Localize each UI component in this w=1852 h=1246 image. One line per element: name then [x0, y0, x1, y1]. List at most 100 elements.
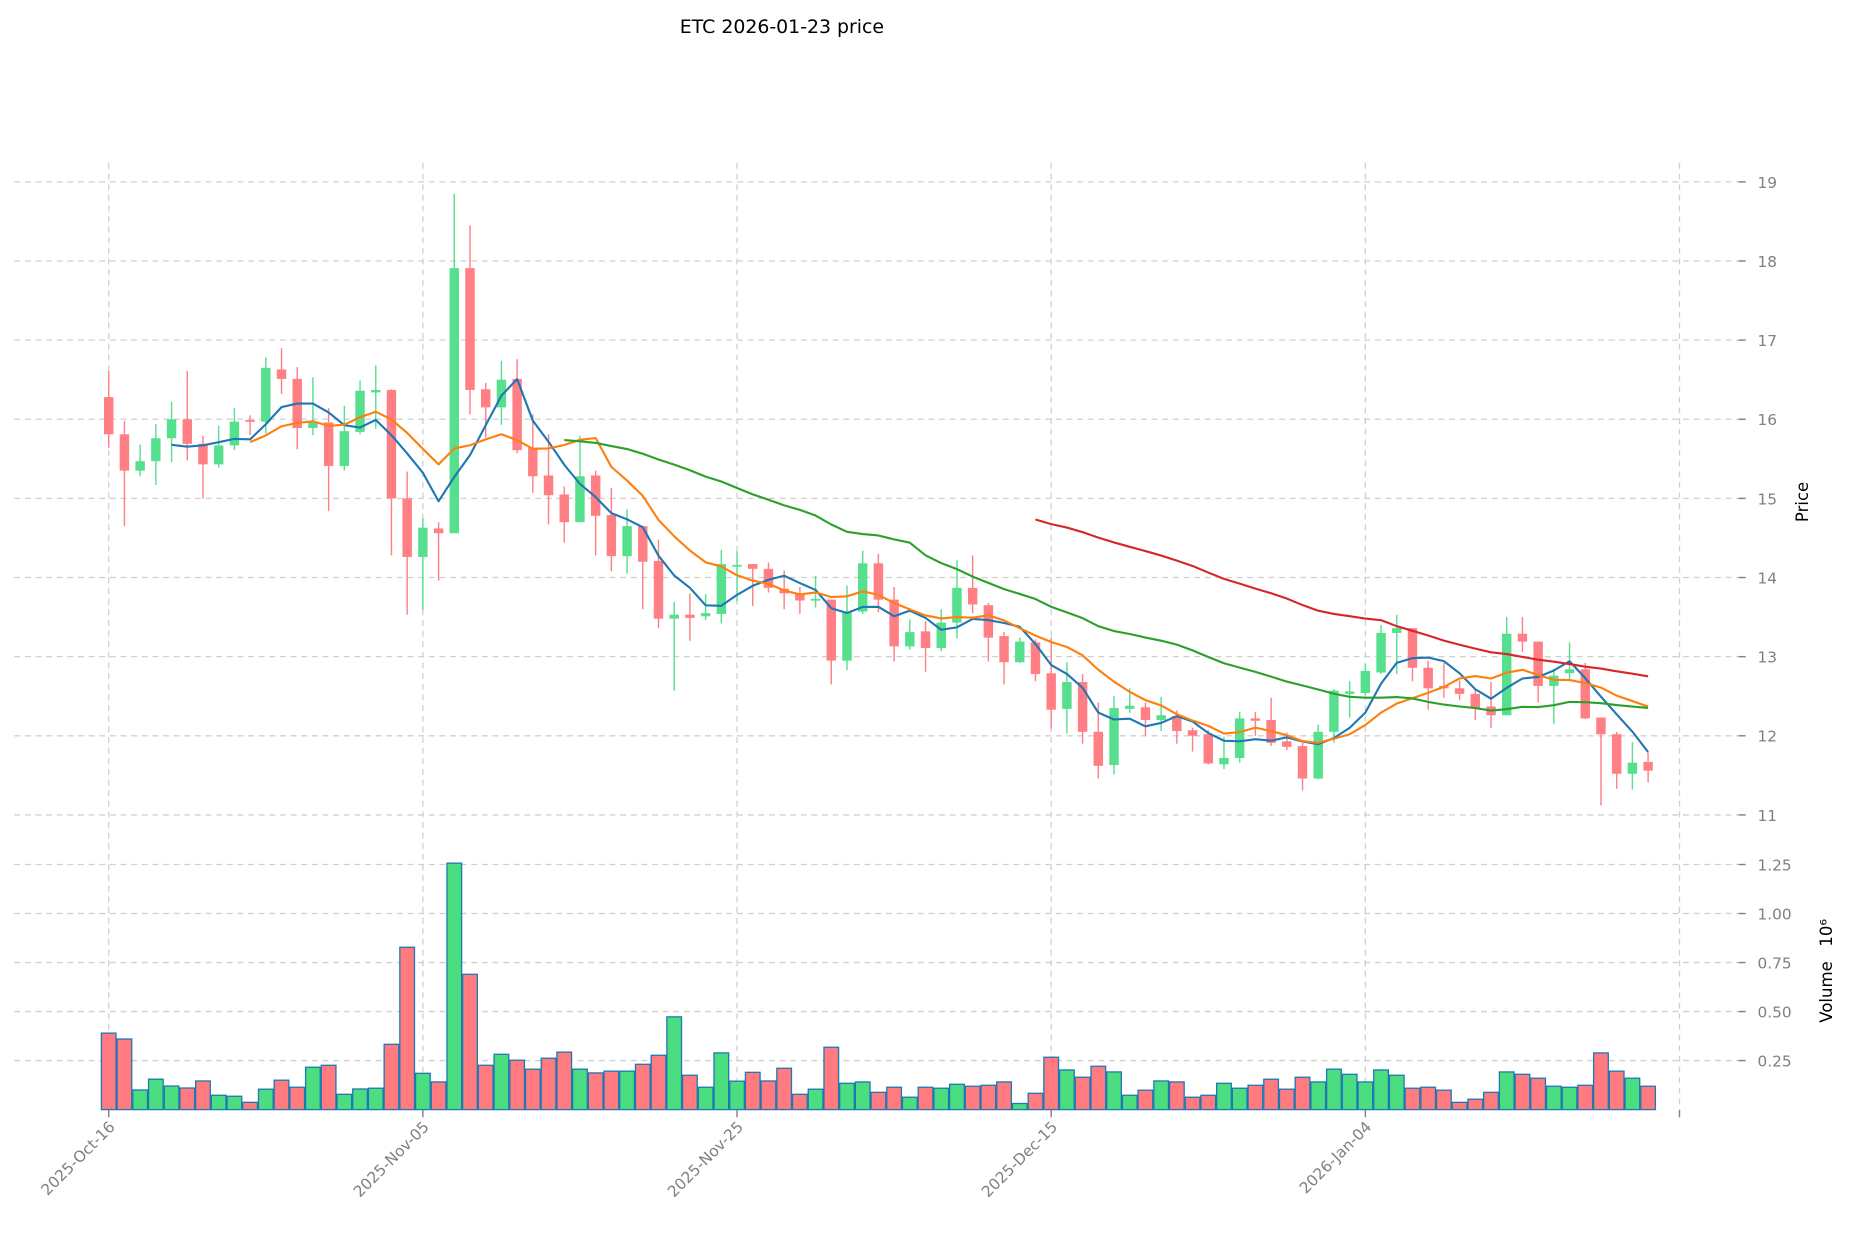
candle-body [1250, 718, 1261, 721]
candle-body [371, 389, 381, 393]
candle [371, 365, 381, 429]
candle [1030, 639, 1041, 682]
volume-bar [163, 1085, 180, 1111]
volume-axis-label: Volume [1817, 961, 1836, 1022]
candle [465, 225, 475, 415]
candle [1234, 712, 1245, 763]
candle-body [1580, 669, 1590, 719]
candle-body [700, 613, 711, 617]
volume-bar [556, 1051, 573, 1111]
candle-body [480, 389, 491, 408]
candle [1501, 617, 1512, 716]
candle [1297, 742, 1308, 791]
volume-bar [996, 1081, 1013, 1111]
price-tick-label: 19 [1757, 174, 1777, 192]
candle-body [1062, 681, 1072, 709]
volume-bar [226, 1095, 243, 1111]
candle-body [1187, 730, 1198, 736]
candle [1596, 717, 1606, 806]
volume-bar [1137, 1089, 1154, 1111]
ma60-line [1035, 518, 1649, 678]
date-tick-label: 2025-Nov-25 [664, 1118, 747, 1201]
ma30-line [564, 438, 1649, 712]
volume-bar [1341, 1073, 1358, 1111]
candle [873, 553, 884, 613]
volume-bar [587, 1072, 604, 1111]
volume-bar [1294, 1076, 1311, 1111]
volume-bar [147, 1078, 164, 1111]
volume-bar [194, 1080, 211, 1111]
price-axis-label: Price [1793, 482, 1812, 522]
candle [1533, 641, 1543, 703]
candle [151, 424, 161, 485]
candle-body [1156, 715, 1166, 720]
volume-bar [1498, 1071, 1515, 1111]
volume-bar [1592, 1052, 1609, 1111]
volume-bar [116, 1038, 133, 1111]
volume-bar [1357, 1081, 1374, 1111]
volume-bar [729, 1080, 746, 1111]
volume-bar [1058, 1069, 1075, 1111]
candle [1093, 702, 1104, 779]
candle-body [496, 379, 507, 408]
candle-body [449, 268, 460, 534]
candle [1046, 637, 1056, 729]
volume-bar [1514, 1073, 1531, 1111]
volume-bar [430, 1081, 447, 1111]
volume-bar [823, 1046, 840, 1111]
candle [182, 371, 192, 461]
volume-bar [1420, 1086, 1437, 1111]
candle [229, 408, 240, 451]
candle-body [198, 443, 208, 465]
candle-body [716, 564, 727, 614]
candle-body [355, 390, 365, 432]
candle [245, 415, 255, 436]
volume-bar [1074, 1076, 1091, 1111]
candle [261, 357, 271, 434]
candle-body [1125, 705, 1135, 709]
candle-body [1015, 641, 1025, 663]
candle-body [1077, 681, 1088, 732]
volume-bar [320, 1064, 337, 1111]
candle-body [826, 599, 837, 661]
candle-body [889, 599, 899, 647]
candle [1187, 727, 1198, 752]
volume-bar [242, 1101, 259, 1111]
candle-body [1533, 641, 1543, 686]
price-tick-label: 11 [1757, 807, 1777, 825]
candle-body [543, 475, 554, 496]
candle-body [1329, 690, 1339, 732]
candle-body [920, 631, 931, 648]
candle [1470, 689, 1481, 720]
volume-bar [540, 1057, 557, 1111]
candle [528, 414, 538, 493]
candle-body [590, 475, 601, 516]
candle [135, 444, 145, 477]
volume-bar [1247, 1084, 1264, 1111]
volume-tick-label: 0.25 [1757, 1052, 1791, 1070]
candle [889, 587, 899, 662]
candle [480, 382, 491, 438]
candle [1266, 697, 1276, 747]
candle [1486, 681, 1496, 728]
candle-body [103, 397, 114, 435]
candle-body [575, 476, 585, 523]
candle [418, 518, 428, 610]
candle [857, 550, 868, 614]
volume-bars [100, 862, 1657, 1111]
candle-body [685, 614, 695, 618]
volume-bar [776, 1067, 793, 1111]
volume-bar [650, 1054, 667, 1111]
volume-tick-label: 0.50 [1757, 1003, 1791, 1021]
candle-body [1313, 731, 1323, 779]
volume-tick-label: 1.00 [1757, 905, 1791, 923]
candle-body [433, 528, 444, 534]
volume-bar [603, 1070, 620, 1111]
candle [308, 377, 318, 436]
volume-bar [948, 1083, 965, 1111]
volume-bar [1577, 1084, 1594, 1111]
candle-body [119, 434, 130, 471]
date-tick-label: 2025-Nov-05 [350, 1118, 433, 1201]
candle-body [135, 461, 145, 471]
volume-bar [1231, 1087, 1248, 1111]
